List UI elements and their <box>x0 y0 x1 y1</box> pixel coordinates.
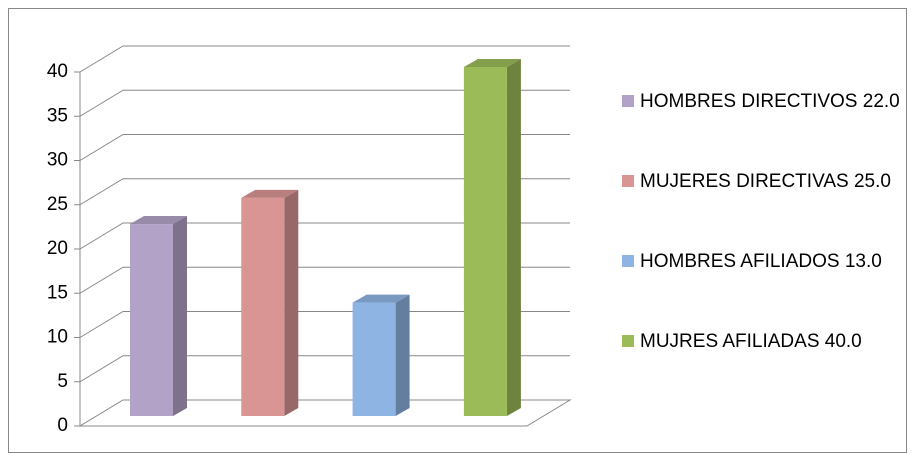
y-tick-label: 15 <box>47 282 68 303</box>
grid-line <box>79 178 570 206</box>
bar-top <box>352 294 410 303</box>
y-tick-label: 20 <box>47 238 68 259</box>
y-tick-label: 40 <box>47 61 68 82</box>
legend-label: HOMBRES DIRECTIVOS 22.0 <box>640 91 900 112</box>
bar <box>241 197 285 416</box>
floor <box>78 399 572 427</box>
bar-top <box>463 59 521 67</box>
chart-border <box>8 8 907 453</box>
legend-swatch <box>622 335 634 347</box>
grid-line <box>79 89 570 117</box>
grid-line <box>79 266 570 294</box>
y-tick-label: 0 <box>57 415 68 436</box>
legend-swatch <box>622 255 634 267</box>
y-tick-label: 10 <box>47 327 68 348</box>
bar-top <box>130 216 187 225</box>
bar-side <box>506 59 521 416</box>
y-tick-label: 5 <box>57 371 68 392</box>
grid-line <box>79 355 570 383</box>
bar <box>463 67 507 416</box>
y-tick-label: 35 <box>47 105 68 126</box>
bar-side <box>395 294 410 416</box>
grid-line <box>79 222 570 250</box>
legend-label: HOMBRES AFILIADOS 13.0 <box>640 251 882 272</box>
legend-item: HOMBRES DIRECTIVOS 22.0 <box>622 86 912 117</box>
y-tick-label: 25 <box>47 194 68 215</box>
grid-line <box>79 45 570 73</box>
legend-swatch <box>622 95 634 107</box>
grid-line <box>79 311 570 338</box>
legend-item: MUJERES DIRECTIVAS 25.0 <box>622 166 912 197</box>
bar-side <box>284 189 299 416</box>
bar-side <box>173 216 187 416</box>
bar <box>352 302 396 416</box>
bar-top <box>241 189 299 198</box>
legend-label: MUJERES DIRECTIVAS 25.0 <box>640 171 891 192</box>
legend-label: MUJRES AFILIADAS 40.0 <box>640 331 862 352</box>
legend-item: HOMBRES AFILIADOS 13.0 <box>622 246 912 277</box>
grid-line <box>79 134 570 161</box>
legend-item: MUJRES AFILIADAS 40.0 <box>622 326 912 357</box>
y-tick-label: 30 <box>47 150 68 171</box>
legend-swatch <box>622 175 634 187</box>
bar <box>130 224 173 416</box>
